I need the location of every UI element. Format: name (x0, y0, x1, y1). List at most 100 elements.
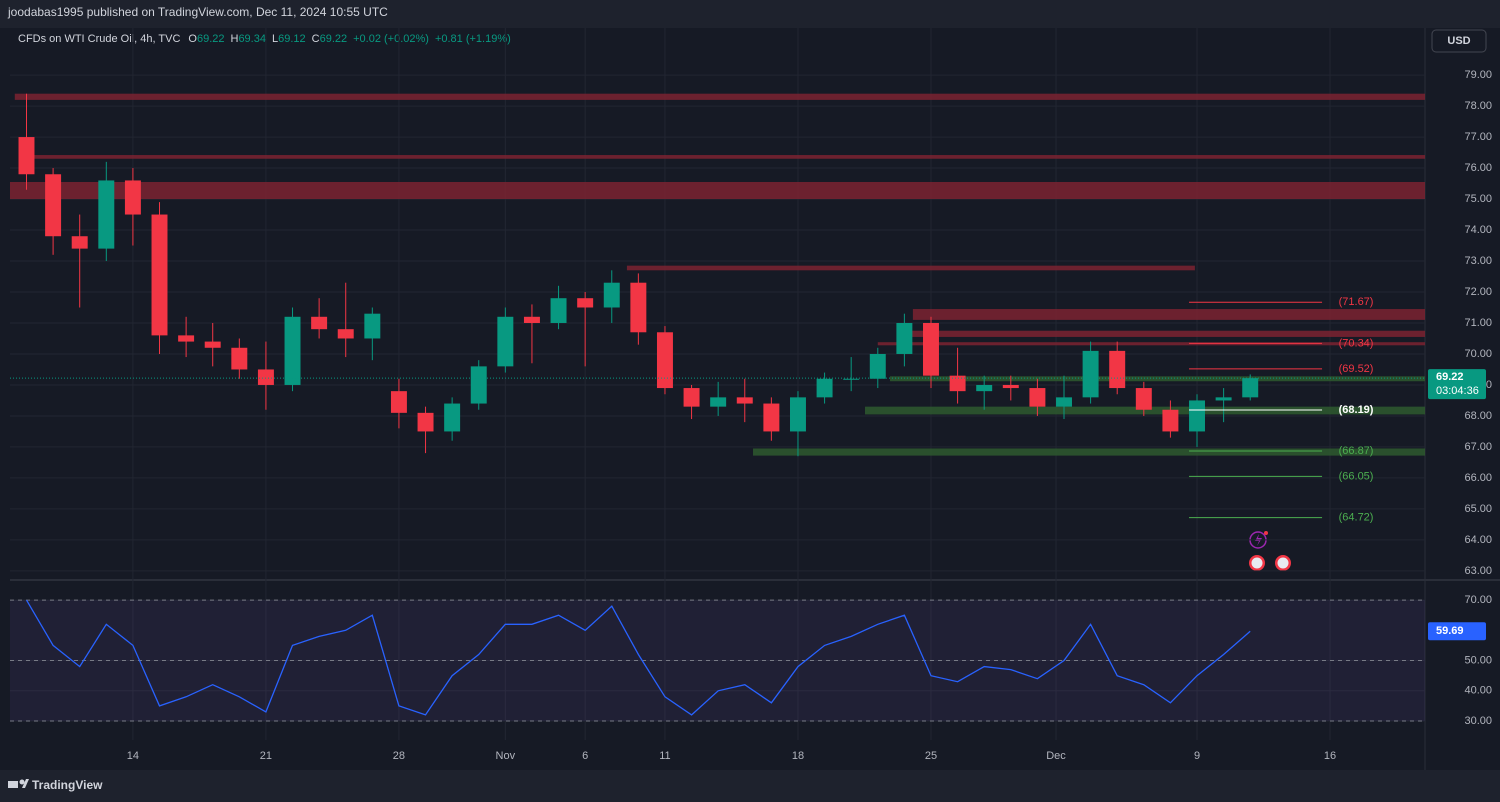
candle-body (337, 329, 354, 339)
zone (14, 93, 1426, 100)
zone (865, 406, 1425, 415)
x-tick-label: Dec (1046, 750, 1066, 762)
legend-label: H (230, 33, 238, 45)
candle-body (763, 403, 780, 432)
currency[interactable]: USD (1447, 35, 1470, 47)
y-tick-label: 75.00 (1464, 193, 1492, 205)
candle-body (124, 180, 141, 215)
candle-body (630, 282, 647, 333)
candle-body (98, 180, 115, 249)
candle-body (816, 378, 833, 398)
legend: CFDs on WTI Crude Oil, 4h, TVC O69.22 H69.… (18, 33, 511, 45)
candle-body (1109, 350, 1126, 389)
x-tick-label: 9 (1194, 750, 1200, 762)
level-label: (66.87) (1339, 445, 1374, 457)
candle-body (231, 347, 248, 370)
candle-body (1082, 350, 1099, 398)
candle-body (284, 316, 301, 385)
zone (912, 309, 1425, 320)
zone (904, 330, 1425, 337)
candle-body (1189, 400, 1205, 432)
x-tick-label: 16 (1324, 750, 1336, 762)
level-label: (66.05) (1339, 470, 1374, 482)
legend-value: 69.22 (197, 33, 225, 45)
candle-body (178, 335, 195, 342)
candle-body (949, 375, 966, 392)
y-tick-label: 74.00 (1464, 224, 1492, 236)
footer-bar (0, 770, 1500, 802)
candle-body (71, 236, 88, 249)
logo (8, 779, 29, 788)
candle-body (736, 397, 753, 404)
rsi-value-box (1428, 622, 1486, 641)
y-tick-label: 67.00 (1464, 441, 1492, 453)
y-tick-label: 68.00 (1464, 410, 1492, 422)
rsi-value-label: 59.69 (1436, 625, 1464, 637)
last-price-label: 69.22 (1436, 371, 1464, 383)
legend-label: C (312, 33, 320, 45)
candle-body (1002, 384, 1019, 389)
top-bar (0, 0, 1500, 28)
candle-body (311, 316, 328, 330)
candle-body (1162, 409, 1179, 432)
publisher: joodabas1995 published on TradingView.co… (7, 5, 388, 19)
logo-shape (19, 779, 25, 785)
candle-body (683, 388, 700, 407)
logo-shape (8, 781, 18, 788)
legend-label: L (272, 33, 278, 45)
candle-body (577, 298, 594, 308)
candle-body (204, 341, 221, 348)
zone (877, 342, 1425, 346)
y-tick-label: 78.00 (1464, 100, 1492, 112)
y-tick-label: 72.00 (1464, 286, 1492, 298)
candle-body (603, 282, 620, 308)
y-tick-label: 76.00 (1464, 162, 1492, 174)
legend-label: O (188, 33, 197, 45)
x-tick-label: 18 (792, 750, 804, 762)
candle-body (923, 322, 939, 376)
legend-value: 69.34 (238, 33, 266, 45)
countdown: 03:04:36 (1436, 385, 1479, 397)
candle-body (364, 313, 381, 339)
level-label: (64.72) (1339, 511, 1374, 523)
flag-icon-inner (1251, 557, 1263, 569)
x-tick-label: 28 (393, 750, 405, 762)
candle-body (444, 403, 461, 432)
candle-body (843, 378, 860, 380)
last-price-box (1428, 369, 1486, 400)
y-tick-label: 65.00 (1464, 503, 1492, 515)
candle-body (18, 137, 35, 175)
brand: TradingView (32, 778, 103, 792)
candle-body (151, 214, 168, 336)
y-tick-label: 71.00 (1464, 317, 1492, 329)
legend-value: 69.22 (320, 33, 348, 45)
y-tick-label: 70.00 (1464, 348, 1492, 360)
candle-body (656, 332, 673, 389)
level-label: (70.34) (1339, 337, 1374, 349)
event-icons (1249, 531, 1291, 571)
y-tick-label: 79.00 (1464, 69, 1492, 81)
logo-shape (22, 779, 29, 788)
y-tick-label: 64.00 (1464, 534, 1492, 546)
level-label: (69.52) (1339, 363, 1374, 375)
candle-body (257, 369, 274, 385)
x-tick-label: 21 (260, 750, 272, 762)
candle-body (976, 384, 993, 392)
candle-body (390, 391, 407, 413)
y-tick-label: 40.00 (1464, 685, 1492, 697)
x-tick-label: 25 (925, 750, 937, 762)
zone (890, 376, 1425, 382)
y-tick-label: 30.00 (1464, 715, 1492, 727)
candle-body (550, 298, 567, 323)
level-label: (71.67) (1339, 296, 1374, 308)
candle-body (789, 397, 806, 432)
x-tick-label: 11 (659, 750, 670, 762)
candle-body (1029, 388, 1046, 407)
candle-body (896, 322, 913, 354)
legend-change: +0.81 (+1.19%) (435, 33, 511, 45)
candle-body (523, 316, 540, 323)
currency-button[interactable] (1431, 29, 1487, 53)
flag-icon-inner (1277, 557, 1289, 569)
y-tick-label: 77.00 (1464, 131, 1492, 143)
